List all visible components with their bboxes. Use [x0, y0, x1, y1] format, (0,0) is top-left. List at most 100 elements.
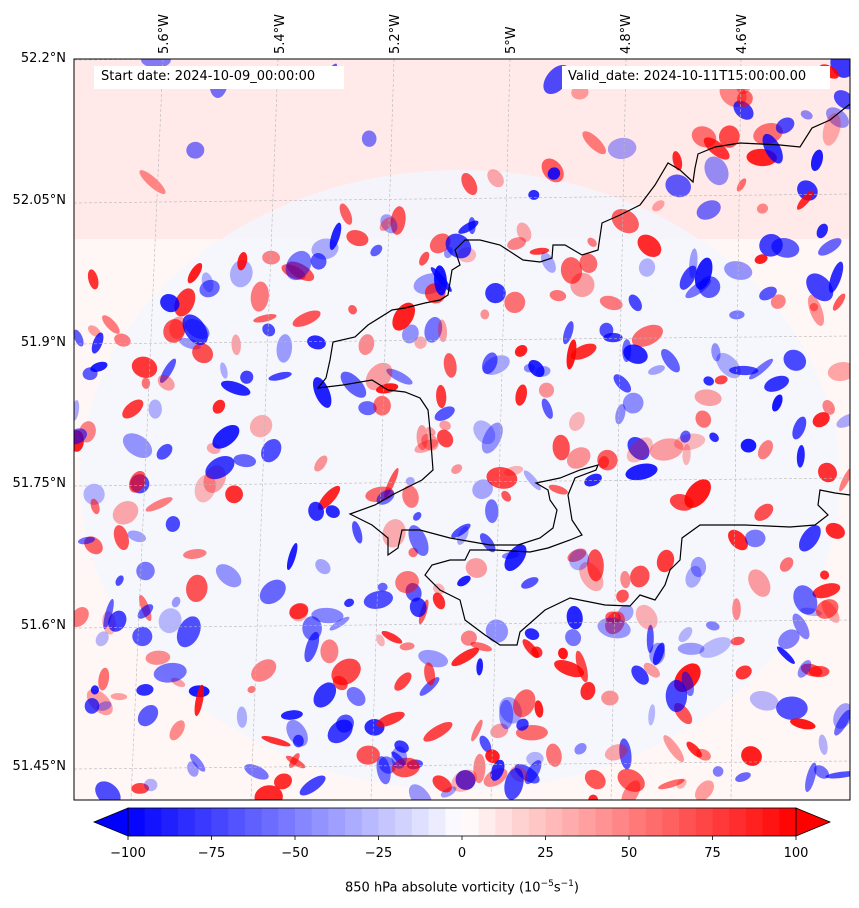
vorticity-cell [457, 575, 471, 587]
vorticity-cell [98, 667, 110, 691]
lat-label-51-6: 51.6°N [20, 618, 66, 633]
colorbar-step [378, 808, 396, 836]
colorbar-step [295, 808, 312, 836]
vorticity-cell [776, 696, 808, 720]
vorticity-cell [416, 425, 428, 451]
colorbar-step [545, 808, 563, 836]
colorbar-step [194, 808, 212, 836]
vorticity-cell [285, 755, 306, 769]
vorticity-cell [189, 753, 206, 772]
vorticity-cell [695, 410, 712, 428]
vorticity-cell [482, 355, 510, 375]
vorticity-cell [436, 384, 447, 409]
lat-label-52-05: 52.05°N [12, 193, 66, 208]
vorticity-cell [311, 238, 339, 260]
vorticity-cell [340, 371, 367, 398]
vorticity-cell [108, 610, 127, 632]
vorticity-cell [139, 170, 166, 195]
vorticity-cell [805, 762, 817, 793]
vorticity-cell [174, 288, 196, 317]
vorticity-cell [812, 412, 830, 428]
vorticity-cell [317, 485, 341, 510]
vorticity-cell [485, 499, 499, 523]
vorticity-cell [523, 470, 541, 491]
vorticity-cell [87, 325, 101, 337]
vorticity-cell [728, 529, 748, 551]
colorbar-step [562, 808, 580, 836]
vorticity-cell [757, 440, 774, 460]
vorticity-cell [157, 374, 175, 391]
vorticity-cell [110, 693, 128, 701]
vorticity-cell [451, 523, 471, 538]
colorbar-extend-high [795, 807, 832, 837]
vorticity-cell [199, 279, 220, 298]
vorticity-cell [186, 141, 205, 159]
vorticity-cell [259, 579, 286, 605]
lat-label-51-9: 51.9°N [20, 335, 66, 350]
vorticity-cell [82, 367, 98, 381]
vorticity-cell [376, 711, 405, 727]
colorbar-step [211, 808, 229, 836]
vorticity-cell [689, 248, 698, 279]
vorticity-cell [677, 642, 705, 655]
vorticity-cell [696, 200, 721, 220]
colorbar-step [712, 808, 730, 836]
colorbar-tick-neg25: −25 [364, 846, 393, 861]
vorticity-cell [391, 746, 408, 769]
vorticity-cell [759, 286, 777, 301]
vorticity-cell [646, 624, 654, 654]
vorticity-cell [818, 238, 842, 256]
vorticity-cell [86, 689, 113, 716]
vorticity-cell [171, 596, 181, 608]
vorticity-cell [584, 769, 606, 790]
vorticity-cell [694, 389, 722, 407]
vorticity-cell [443, 353, 457, 378]
vorticity-cell [631, 665, 649, 685]
vorticity-cell [744, 529, 766, 548]
vorticity-cell [394, 740, 409, 753]
vorticity-cell [346, 687, 366, 706]
lat-label-51-75: 51.75°N [12, 476, 66, 491]
vorticity-cell [451, 464, 463, 474]
vorticity-cell [320, 639, 339, 664]
vorticity-cell [236, 706, 248, 728]
vorticity-cell [587, 549, 604, 582]
colorbar-tick-0: 0 [457, 846, 467, 861]
vorticity-cell [262, 250, 280, 265]
vorticity-cell [131, 356, 158, 378]
vorticity-cell [814, 765, 829, 779]
vorticity-cell [424, 662, 436, 686]
vorticity-cell [792, 613, 810, 640]
colorbar-step [662, 808, 680, 836]
vorticity-cell [356, 745, 380, 765]
vorticity-cell [754, 503, 774, 521]
vorticity-cell [796, 190, 814, 210]
vorticity-cell [261, 438, 282, 463]
vorticity-cell [619, 738, 632, 770]
coastline [316, 103, 850, 646]
vorticity-cell [631, 324, 663, 347]
map-frame [73, 58, 851, 801]
vorticity-cell [136, 684, 154, 696]
vorticity-cell [476, 658, 484, 676]
vorticity-cell [490, 759, 505, 781]
vorticity-cell [584, 473, 602, 487]
lat-label-52-2: 52.2°N [20, 51, 66, 66]
vorticity-cell [399, 642, 415, 651]
vorticity-cell [91, 332, 104, 354]
vorticity-cell [468, 217, 476, 235]
vorticity-cell [740, 438, 757, 453]
vorticity-cell [310, 253, 327, 270]
vorticity-cell [74, 329, 84, 347]
vorticity-cell [678, 627, 693, 643]
vorticity-cell [597, 449, 618, 471]
vorticity-cell [538, 382, 555, 398]
vorticity-cell [793, 585, 818, 615]
vorticity-cell [402, 324, 419, 344]
vorticity-cell [430, 267, 452, 292]
vorticity-cell [113, 525, 129, 551]
colorbar-step [695, 808, 713, 836]
vorticity-cell [828, 261, 844, 293]
vorticity-cell [709, 432, 719, 443]
vorticity-cell [95, 631, 109, 647]
